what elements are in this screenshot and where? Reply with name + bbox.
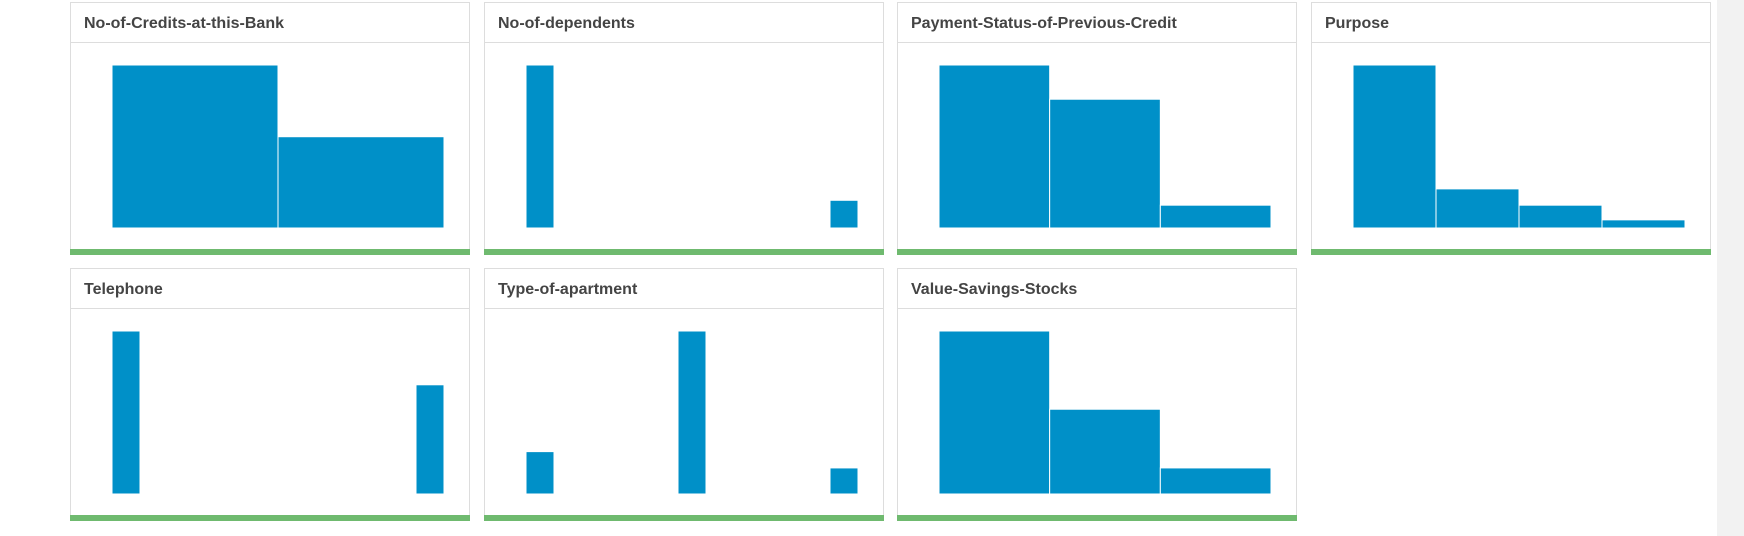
- card-title: Type-of-apartment: [485, 269, 883, 309]
- status-bar: [70, 249, 470, 255]
- histogram-chart: [71, 43, 469, 250]
- histogram-bar: [526, 65, 554, 228]
- histogram-bar: [1160, 205, 1271, 228]
- histogram-bar: [112, 331, 140, 494]
- histogram-chart: [1312, 43, 1710, 250]
- histogram-bar: [1602, 220, 1685, 228]
- histogram-chart: [898, 309, 1296, 516]
- status-bar: [484, 249, 884, 255]
- card-title: No-of-dependents: [485, 3, 883, 43]
- status-bar: [897, 515, 1297, 521]
- status-bar: [70, 515, 470, 521]
- histogram-bar: [1160, 468, 1271, 494]
- histogram-bar: [1353, 65, 1436, 228]
- histogram-bar: [830, 468, 858, 494]
- histogram-bar: [1519, 205, 1602, 228]
- chart-card-no-of-credits[interactable]: No-of-Credits-at-this-Bank: [70, 2, 470, 255]
- histogram-bar: [526, 452, 554, 494]
- histogram-bar: [830, 200, 858, 228]
- histogram-bar: [1050, 99, 1161, 228]
- histogram-chart: [898, 43, 1296, 250]
- histogram-chart: [485, 309, 883, 516]
- card-title: Purpose: [1312, 3, 1710, 43]
- chart-card-type-of-apartment[interactable]: Type-of-apartment: [484, 268, 884, 521]
- card-title: Value-Savings-Stocks: [898, 269, 1296, 309]
- histogram-bar: [278, 137, 444, 228]
- status-bar: [897, 249, 1297, 255]
- chart-card-payment-status[interactable]: Payment-Status-of-Previous-Credit: [897, 2, 1297, 255]
- histogram-bar: [678, 331, 706, 494]
- status-bar: [1311, 249, 1711, 255]
- card-title: No-of-Credits-at-this-Bank: [71, 3, 469, 43]
- histogram-bar: [939, 65, 1050, 228]
- chart-card-no-of-dependents[interactable]: No-of-dependents: [484, 2, 884, 255]
- histogram-bar: [416, 385, 444, 494]
- scrollbar-track[interactable]: [1717, 0, 1744, 536]
- histogram-chart: [71, 309, 469, 516]
- histogram-bar: [112, 65, 278, 228]
- card-title: Telephone: [71, 269, 469, 309]
- histogram-bar: [939, 331, 1050, 494]
- histogram-bar: [1436, 189, 1519, 228]
- histogram-chart: [485, 43, 883, 250]
- chart-card-value-savings-stocks[interactable]: Value-Savings-Stocks: [897, 268, 1297, 521]
- histogram-bar: [1050, 409, 1161, 494]
- status-bar: [484, 515, 884, 521]
- chart-card-purpose[interactable]: Purpose: [1311, 2, 1711, 255]
- chart-card-telephone[interactable]: Telephone: [70, 268, 470, 521]
- card-title: Payment-Status-of-Previous-Credit: [898, 3, 1296, 43]
